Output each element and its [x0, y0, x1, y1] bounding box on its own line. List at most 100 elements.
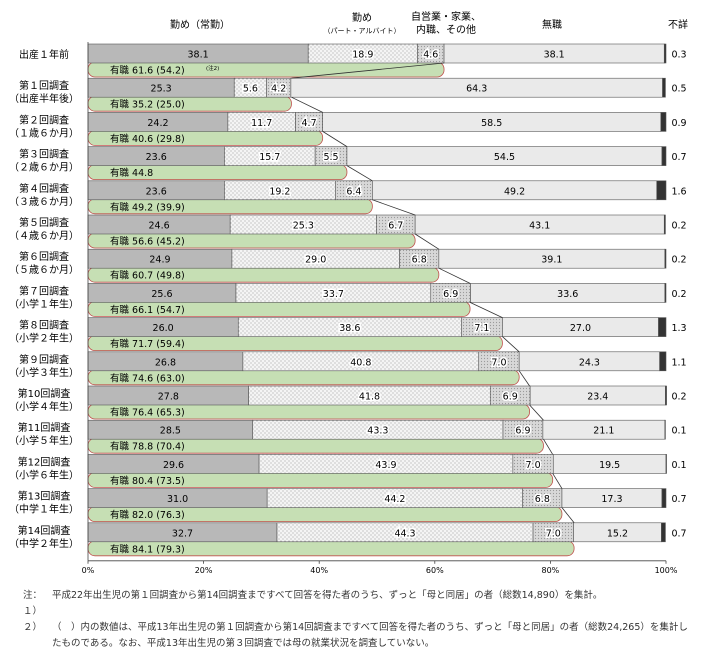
connector-line — [346, 165, 373, 182]
value-label-self: 6.7 — [388, 221, 403, 232]
connector-line — [518, 370, 530, 387]
employed-label: 有職 84.1 (79.3) — [110, 543, 185, 555]
value-label-self: 4.7 — [302, 118, 317, 129]
bar-unknown — [664, 248, 667, 269]
category-label: 第14回調査 — [18, 524, 71, 537]
bar-unknown — [658, 317, 667, 337]
value-label-unknown: 0.2 — [671, 221, 686, 232]
value-label-unknown: 0.2 — [671, 392, 686, 403]
header-fulltime: 勤め（常勤） — [170, 18, 230, 31]
header-parttime: 勤め — [352, 11, 372, 24]
value-label-self: 6.8 — [412, 255, 427, 266]
value-label-parttime: 29.0 — [305, 255, 326, 266]
category-sublabel: （小学４年生） — [9, 400, 79, 413]
value-label-unknown: 1.1 — [671, 357, 686, 368]
value-label-self: 7.0 — [546, 528, 561, 539]
category-label: 第10回調査 — [18, 387, 71, 400]
bar-unknown — [665, 385, 667, 406]
category-sublabel: （４歳６か月） — [9, 230, 79, 242]
value-label-parttime: 11.7 — [251, 118, 272, 129]
value-label-fulltime: 31.0 — [167, 494, 188, 505]
value-label-unknown: 0.7 — [671, 494, 686, 505]
employed-label: 有職 49.2 (39.9) — [110, 201, 185, 213]
value-label-parttime: 43.9 — [375, 460, 396, 471]
value-label-unemployed: 54.5 — [494, 152, 515, 163]
connector-line — [561, 507, 575, 524]
employed-label: 有職 74.6 (63.0) — [110, 372, 185, 384]
x-tick-label: 80% — [542, 566, 560, 575]
category-label: 第７回調査 — [19, 284, 69, 297]
value-label-unemployed: 24.3 — [579, 357, 600, 368]
value-label-unemployed: 38.1 — [544, 50, 565, 61]
x-tick-label: 20% — [195, 566, 213, 575]
value-label-parttime: 43.3 — [367, 426, 388, 437]
category-label: 第３回調査 — [19, 148, 69, 161]
value-label-unemployed: 15.2 — [607, 528, 628, 539]
bar-unknown — [663, 214, 666, 235]
bar-unknown — [661, 522, 666, 543]
note-1-text: 平成22年出生児の第１回調査から第14回調査まですべて回答を得た者のうち、ずっと… — [52, 590, 603, 601]
note-1-label: 注：１） — [22, 590, 42, 617]
value-label-unknown: 0.5 — [671, 84, 686, 95]
x-tick-label: 0% — [82, 566, 95, 575]
value-label-fulltime: 29.6 — [163, 460, 184, 471]
note-2: ２） （ ）内の数値は、平成13年出生児の第１回調査から第14回調査まですべて回… — [14, 620, 694, 652]
connector-line — [438, 267, 471, 284]
employed-label: 有職 82.0 (76.3) — [110, 509, 185, 521]
category-sublabel: （３歳６か月） — [9, 196, 79, 208]
category-sublabel: （小学３年生） — [9, 366, 79, 379]
value-label-self: 6.9 — [503, 392, 518, 403]
employment-chart: 勤め（常勤） 勤め （パート・アルバイト） 自営業・家業、 内職、その他 無職 … — [9, 10, 688, 575]
value-label-self: 5.5 — [323, 152, 338, 163]
value-label-parttime: 44.2 — [384, 494, 405, 505]
x-tick-label: 60% — [426, 566, 444, 575]
value-label-fulltime: 24.9 — [149, 255, 170, 266]
employed-label: 有職 60.7 (49.8) — [110, 270, 185, 282]
value-label-parttime: 25.3 — [293, 221, 314, 232]
value-label-unknown: 0.2 — [671, 289, 686, 300]
value-label-parttime: 5.6 — [243, 84, 258, 95]
value-label-unemployed: 43.1 — [529, 221, 550, 232]
value-label-unknown: 0.7 — [671, 152, 686, 163]
category-label: 第13回調査 — [18, 490, 71, 503]
bar-unknown — [659, 351, 667, 372]
category-label: 第８回調査 — [19, 319, 69, 332]
value-label-parttime: 38.6 — [339, 323, 360, 334]
value-label-unemployed: 58.5 — [481, 118, 502, 129]
bar-unknown — [663, 43, 667, 64]
connector-line — [291, 96, 323, 113]
value-label-unknown: 0.7 — [671, 528, 686, 539]
bar-unknown — [656, 180, 667, 201]
value-label-parttime: 40.8 — [350, 357, 371, 368]
value-label-parttime: 19.2 — [269, 186, 290, 197]
value-label-fulltime: 26.0 — [153, 323, 174, 334]
value-label-parttime: 41.8 — [359, 392, 380, 403]
category-label: 第６回調査 — [19, 250, 69, 263]
bar-unknown — [664, 283, 667, 303]
employed-label: 有職 71.7 (59.4) — [110, 338, 185, 350]
notes-section: 注：１） 平成22年出生児の第１回調査から第14回調査まですべて回答を得た者のう… — [14, 588, 694, 652]
x-tick-label: 100% — [655, 566, 678, 575]
connector-line — [543, 438, 554, 455]
value-label-parttime: 44.3 — [394, 528, 415, 539]
category-label: 第12回調査 — [18, 455, 71, 468]
value-label-self: 6.8 — [535, 494, 550, 505]
bar-unknown — [660, 112, 667, 132]
category-sublabel: （中学１年生） — [9, 503, 79, 516]
category-label: 第９回調査 — [19, 353, 69, 366]
employed-label: 有職 61.6 (54.2) — [110, 65, 185, 77]
category-sublabel: （小学５年生） — [9, 434, 79, 447]
bar-unknown — [662, 77, 666, 98]
category-sublabel: （１歳６か月） — [9, 127, 79, 139]
note-2-label: ２） — [22, 622, 42, 633]
value-label-parttime: 15.7 — [259, 152, 280, 163]
connector-line — [502, 336, 520, 353]
value-label-fulltime: 24.2 — [147, 118, 168, 129]
employed-label: 有職 80.4 (73.5) — [110, 475, 185, 487]
value-label-fulltime: 28.5 — [160, 426, 181, 437]
connector-line — [529, 404, 544, 421]
value-label-fulltime: 26.8 — [155, 357, 176, 368]
value-label-parttime: 33.7 — [323, 289, 344, 300]
header-self-line2: 内職、その他 — [416, 23, 476, 36]
value-label-self: 6.9 — [515, 426, 530, 437]
